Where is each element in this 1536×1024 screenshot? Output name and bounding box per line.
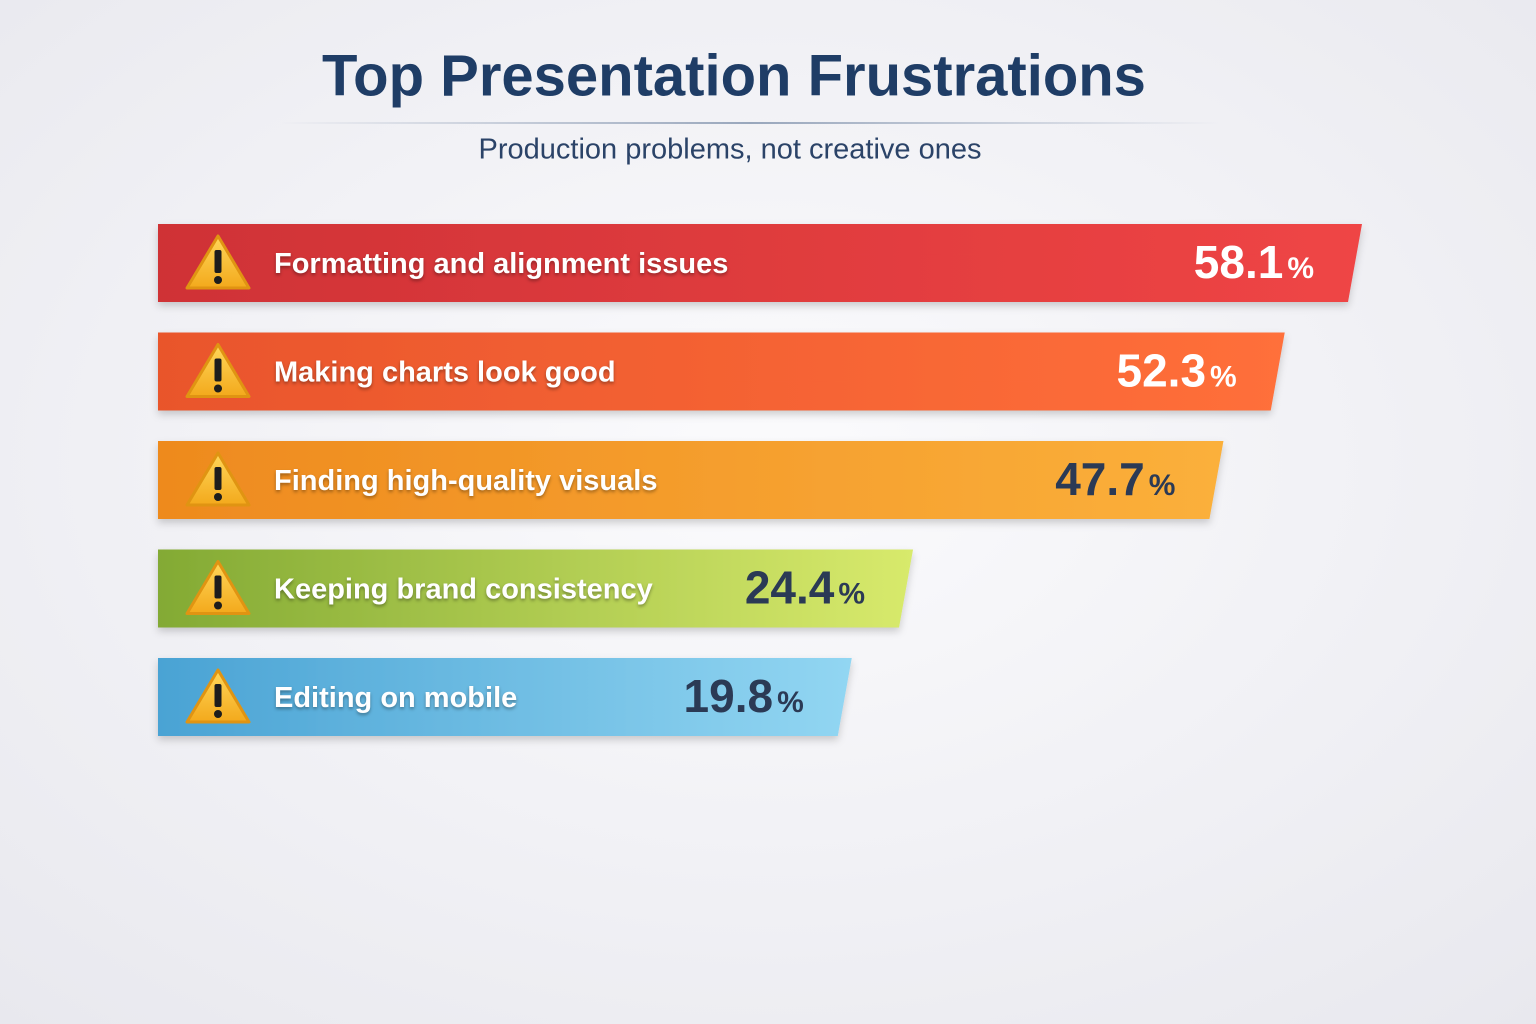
chart-subtitle: Production problems, not creative ones [479,134,982,166]
warning-icon [185,451,251,507]
value-label: 52.3% [1117,345,1237,397]
chart-title: Top Presentation Frustrations [322,43,1146,108]
warning-icon [185,343,251,398]
category-label: Keeping brand consistency [274,574,653,606]
bar [158,224,1362,302]
category-label: Making charts look good [274,357,616,389]
bar [158,441,1224,519]
title-rule [280,122,1220,124]
value-label: 58.1% [1194,236,1314,288]
category-label: Formatting and alignment issues [274,248,728,280]
bar [158,658,852,736]
value-label: 47.7% [1055,453,1175,505]
warning-bar [214,467,222,490]
bar [158,549,914,628]
warning-bar [214,575,222,599]
warning-dot [214,601,222,610]
category-label: Finding high-quality visuals [274,465,657,497]
warning-dot [214,710,222,718]
bar [158,332,1285,411]
value-label: 19.8% [684,670,804,722]
warning-icon [185,560,251,615]
warning-dot [214,384,222,393]
warning-icon [185,234,251,290]
category-label: Editing on mobile [274,682,517,714]
bars: Formatting and alignment issues 58.1 % Maki… [158,224,1362,736]
warning-bar [214,250,222,273]
warning-dot [214,493,222,501]
value-label: 24.4% [745,562,865,614]
warning-bar [214,684,222,707]
warning-bar [214,358,222,382]
warning-dot [214,276,222,284]
warning-icon [185,668,251,724]
